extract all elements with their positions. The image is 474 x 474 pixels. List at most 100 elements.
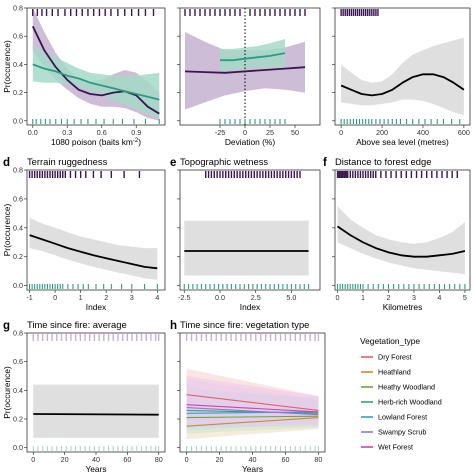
x-tick-label: 25 bbox=[266, 128, 274, 137]
x-tick-label: 600 bbox=[458, 128, 470, 137]
y-tick-label: 0.6 bbox=[13, 357, 23, 366]
panel-c: 0 200 400 600 Above sea level (metres) bbox=[332, 7, 471, 147]
x-axis-label: Kilometres bbox=[383, 302, 423, 312]
x-axis-label: Years bbox=[85, 464, 106, 474]
confidence-band bbox=[29, 217, 158, 280]
panel-f: f Distance to forest edge 0 1 2 3 4 5 Kilometres bbox=[323, 156, 471, 312]
y-tick-label: 0.4 bbox=[13, 60, 23, 69]
y-tick-label: 0.4 bbox=[13, 386, 23, 395]
x-tick-label: -2.5 bbox=[178, 293, 190, 302]
panel-title: Terrain ruggedness bbox=[27, 156, 108, 167]
series-line bbox=[29, 234, 158, 270]
legend-label: Heathy Woodland bbox=[378, 383, 435, 392]
x-tick-label: 2.5 bbox=[251, 293, 261, 302]
series-line bbox=[186, 409, 319, 414]
legend-label: Lowland Forest bbox=[378, 413, 427, 422]
x-tick-label: 5 bbox=[463, 293, 467, 302]
x-tick-label: 5.0 bbox=[286, 293, 296, 302]
x-tick-label: -25 bbox=[215, 128, 225, 137]
panel-title: Topographic wetness bbox=[180, 156, 268, 167]
panel-letter: f bbox=[323, 157, 327, 169]
legend-label: Swampy Scrub bbox=[378, 428, 426, 437]
panel-title: Time since fire: vegetation type bbox=[180, 319, 309, 330]
panel-d: d Terrain ruggedness -1 0 1 2 3 4 0.0 0.2 0.4 0.6 0.… bbox=[2, 156, 166, 312]
y-tick-label: 0.4 bbox=[13, 223, 23, 232]
x-tick-label: 0 bbox=[185, 455, 189, 464]
panel-letter: h bbox=[170, 320, 177, 332]
x-tick-label: 0 bbox=[31, 455, 35, 464]
confidence-band bbox=[337, 206, 465, 275]
x-axis-label: Above sea level (metres) bbox=[356, 137, 449, 147]
series-line bbox=[32, 63, 160, 101]
series-line bbox=[184, 66, 306, 74]
x-axis-label: Index bbox=[86, 302, 107, 312]
y-tick-label: 0.8 bbox=[13, 166, 23, 175]
series-line bbox=[31, 25, 160, 115]
y-tick-label: 0.8 bbox=[13, 4, 23, 13]
legend-item: Heathy Woodland bbox=[361, 383, 435, 392]
x-tick-label: 0 bbox=[243, 128, 247, 137]
panel-title: Distance to forest edge bbox=[335, 156, 431, 167]
x-tick-label: 60 bbox=[281, 455, 289, 464]
legend: Vegetation_type Dry Forest Heathland Heathy… bbox=[360, 336, 442, 452]
x-tick-label: 0.3 bbox=[62, 128, 72, 137]
x-tick-label: 2 bbox=[386, 293, 390, 302]
y-tick-label: 0.2 bbox=[13, 88, 23, 97]
legend-item: Lowland Forest bbox=[361, 413, 427, 422]
x-tick-label: 400 bbox=[417, 128, 429, 137]
x-tick-label: 2 bbox=[104, 293, 108, 302]
x-tick-label: 0.0 bbox=[28, 128, 38, 137]
panel-g: g Time since fire: average 0 20 40 60 80 0.0 0.2… bbox=[2, 319, 166, 474]
x-tick-label: 4 bbox=[437, 293, 441, 302]
confidence-band bbox=[184, 220, 309, 276]
panel-letter: d bbox=[3, 157, 10, 169]
panel-b: -25 0 25 50 Deviation (%) bbox=[177, 7, 321, 147]
x-axis-label: Index bbox=[240, 302, 261, 312]
series-line bbox=[186, 394, 319, 411]
panel-e: e Topographic wetness -2.5 0.0 2.5 5.0 Index bbox=[170, 156, 321, 312]
y-tick-label: 0.0 bbox=[13, 443, 23, 452]
legend-label: Wet Forest bbox=[378, 443, 413, 452]
y-axis-label: Pr(occurence) bbox=[2, 203, 12, 256]
series-line bbox=[336, 225, 466, 258]
series-line bbox=[186, 415, 319, 419]
x-axis-label: Years bbox=[242, 464, 263, 474]
y-tick-label: 0.6 bbox=[13, 32, 23, 41]
series-line bbox=[186, 411, 319, 414]
x-tick-label: 0.6 bbox=[97, 128, 107, 137]
series-line bbox=[186, 417, 319, 427]
x-tick-label: 0.9 bbox=[131, 128, 141, 137]
series-line bbox=[340, 73, 465, 97]
legend-item: Swampy Scrub bbox=[361, 428, 426, 437]
y-tick-label: 0.2 bbox=[13, 252, 23, 261]
y-tick-label: 0.2 bbox=[13, 415, 23, 424]
series-line bbox=[220, 52, 286, 62]
y-tick-label: 0.6 bbox=[13, 194, 23, 203]
panel-h: h Time since fire: vegetation type 0 20 40 60… bbox=[170, 319, 326, 474]
legend-item: Herb-rich Woodland bbox=[361, 398, 442, 407]
x-tick-label: 80 bbox=[155, 455, 163, 464]
x-tick-label: 0.0 bbox=[215, 293, 225, 302]
confidence-band bbox=[32, 46, 160, 118]
panel-a: 0.0 0.3 0.6 0.9 0.0 0.2 0.4 0.6 0.8 1080 poison (… bbox=[2, 4, 166, 147]
x-tick-label: 50 bbox=[291, 128, 299, 137]
x-tick-label: 40 bbox=[249, 455, 257, 464]
x-tick-label: 20 bbox=[61, 455, 69, 464]
x-tick-label: 0 bbox=[53, 293, 57, 302]
y-axis-label: Pr(occurence) bbox=[2, 40, 12, 93]
y-axis-label: Pr(occurence) bbox=[2, 366, 12, 419]
legend-item: Wet Forest bbox=[361, 443, 413, 452]
legend-item: Dry Forest bbox=[361, 353, 412, 362]
x-tick-label: -1 bbox=[26, 293, 32, 302]
y-tick-label: 0.8 bbox=[13, 329, 23, 338]
confidence-band bbox=[220, 39, 285, 72]
series-line bbox=[186, 404, 319, 413]
y-tick-label: 0.0 bbox=[13, 281, 23, 290]
confidence-band bbox=[33, 384, 159, 438]
x-tick-label: 60 bbox=[123, 455, 131, 464]
x-tick-label: 4 bbox=[155, 293, 159, 302]
panel-letter: g bbox=[3, 320, 10, 332]
x-tick-label: 3 bbox=[130, 293, 134, 302]
legend-item: Heathland bbox=[361, 368, 411, 377]
